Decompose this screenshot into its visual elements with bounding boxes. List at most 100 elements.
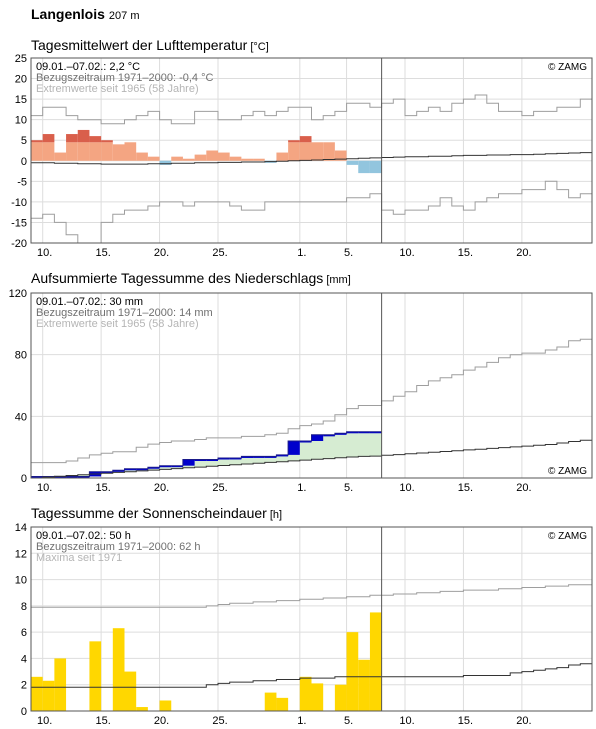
temperature-ytick-label: 15 [15, 94, 27, 106]
temperature-bar [206, 150, 218, 161]
precipitation-increment [334, 433, 347, 435]
sunshine-bar [346, 632, 359, 711]
temperature-bar [112, 144, 125, 161]
temperature-bar [346, 160, 359, 165]
temperature-bar [276, 152, 289, 161]
sunshine-bar [358, 659, 370, 711]
precipitation-increment [323, 434, 335, 437]
temperature-title: Tagesmittelwert der Lufttemperatur [°C] [31, 37, 269, 53]
precipitation-increment [124, 468, 137, 471]
precipitation-max-extreme-line [31, 338, 592, 464]
precipitation-increment [66, 476, 78, 478]
precipitation-ytick-label: 80 [15, 350, 27, 362]
temperature-ytick-label: -10 [11, 197, 27, 209]
temperature-bar [218, 152, 230, 161]
precipitation-info-line: Bezugszeitraum 1971–2000: 14 mm [36, 307, 213, 319]
precipitation-increment [112, 470, 125, 472]
precipitation-title: Aufsummierte Tagessumme des Niederschlag… [31, 270, 351, 286]
temperature-bar [171, 156, 183, 161]
temperature-unit: [°C] [250, 41, 269, 53]
sunshine-climate-mean-line [31, 663, 592, 688]
precipitation-ytick-label: 40 [15, 411, 27, 423]
temperature-bar [323, 142, 335, 161]
temperature-bar [159, 160, 172, 165]
sunshine-ytick-label: 10 [15, 575, 27, 587]
precipitation-increment [136, 468, 148, 471]
precipitation-increment [276, 454, 289, 457]
precipitation-increment [218, 457, 230, 460]
sunshine-xtick-label: 20. [154, 715, 169, 727]
precipitation-xtick-label: 20. [154, 482, 169, 494]
sunshine-info-line: Maxima seit 1971 [36, 552, 122, 564]
station-name: Langenlois [31, 6, 105, 22]
sunshine-info-line: Bezugszeitraum 1971–2000: 62 h [36, 541, 201, 553]
temperature-bar [369, 160, 382, 174]
precipitation-increment [101, 471, 113, 474]
temperature-xtick-label: 15. [458, 247, 473, 259]
temperature-xtick-label: 20. [516, 247, 531, 259]
sunshine-title-text: Tagessumme der Sonnenscheindauer [31, 505, 267, 521]
sunshine-bar [136, 707, 148, 711]
temperature-bar-top [77, 129, 90, 143]
sunshine-info-line: 09.01.–07.02.: 50 h [36, 530, 131, 542]
precipitation-increment [171, 465, 183, 468]
precipitation-info-line: 09.01.–07.02.: 30 mm [36, 296, 143, 308]
temperature-ytick-label: 10 [15, 115, 27, 127]
temperature-bar [358, 160, 370, 174]
temperature-bar-top [288, 140, 300, 143]
temperature-bar-top [101, 140, 113, 143]
temperature-bar [124, 142, 137, 161]
sunshine-bar [159, 700, 172, 711]
sunshine-xtick-label: 20. [516, 715, 531, 727]
sunshine-ytick-label: 4 [21, 653, 27, 665]
precipitation-increment [369, 431, 382, 434]
temperature-bar [229, 156, 242, 161]
precipitation-xtick-label: 1. [297, 482, 306, 494]
sunshine-xtick-label: 10. [399, 715, 414, 727]
temperature-panel: 25 20 15 10 5 0 -5 -10 -15 -20 10. 15. 20. 25. 1. 5. 10.… [11, 53, 593, 259]
precipitation-xtick-label: 25. [212, 482, 227, 494]
temperature-bar [311, 142, 324, 161]
temperature-ytick-label: -20 [11, 238, 27, 250]
precipitation-info-line: Extremwerte seit 1965 (58 Jahre) [36, 318, 199, 330]
sunshine-ytick-label: 8 [21, 601, 27, 613]
sunshine-bar [89, 641, 102, 711]
sunshine-bar [124, 671, 137, 711]
precipitation-plot-frame [30, 292, 593, 479]
temperature-bar-top [66, 134, 78, 143]
precipitation-ytick-label: 0 [21, 473, 27, 485]
temperature-xtick-label: 1. [297, 247, 306, 259]
temperature-info-line: 09.01.–07.02.: 2,2 °C [36, 61, 140, 73]
sunshine-xtick-label: 25. [212, 715, 227, 727]
sunshine-bar [334, 684, 347, 711]
sunshine-bar [369, 612, 382, 711]
sunshine-copyright: © ZAMG [548, 531, 587, 542]
precipitation-xtick-label: 5. [344, 482, 353, 494]
precipitation-increment [206, 459, 218, 461]
precipitation-copyright: © ZAMG [548, 466, 587, 477]
temperature-bar [31, 142, 43, 161]
sunshine-panel: 14 12 10 8 6 4 2 0 10. 15. 20. 25. 1. 5. 10. 15. 20. 09.0… [15, 522, 593, 727]
temperature-ytick-label: 25 [15, 53, 27, 65]
precipitation-increment [253, 456, 265, 458]
sunshine-xtick-label: 15. [95, 715, 110, 727]
temperature-bar [66, 142, 78, 161]
precipitation-sum-line [31, 431, 382, 477]
sunshine-xtick-label: 15. [458, 715, 473, 727]
precipitation-increment [194, 459, 207, 461]
temperature-bar [241, 158, 254, 161]
precipitation-increment [264, 456, 277, 458]
sunshine-max-extreme-line [31, 584, 592, 608]
precipitation-xtick-label: 10. [37, 482, 52, 494]
precipitation-increment [299, 441, 312, 443]
temperature-ytick-label: 20 [15, 74, 27, 86]
precipitation-increment [31, 476, 43, 478]
sunshine-bar [54, 658, 67, 711]
sunshine-xtick-label: 1. [297, 715, 306, 727]
temperature-xtick-label: 25. [212, 247, 227, 259]
temperature-bar-top [89, 136, 102, 143]
temperature-ytick-label: 0 [21, 156, 27, 168]
sunshine-xtick-label: 5. [344, 715, 353, 727]
temperature-bar [194, 154, 207, 161]
sunshine-bar [112, 628, 125, 711]
